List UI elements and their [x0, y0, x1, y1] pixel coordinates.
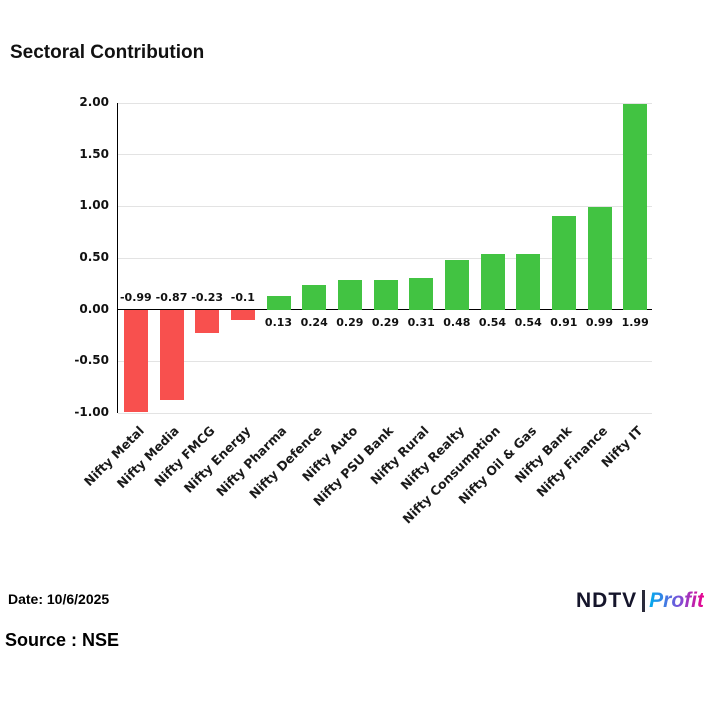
bar [480, 253, 505, 310]
bar-value-label: -0.87 [155, 290, 188, 304]
profit-logo-text: Profit [649, 589, 704, 612]
bar-value-label: 0.31 [407, 315, 435, 329]
bar [195, 309, 220, 334]
bar [266, 296, 291, 310]
plot-area: Nifty Metal Nifty Media Nifty FMCG Nifty En… [80, 102, 652, 527]
y-tick-label: 0.50 [79, 250, 109, 264]
bar [516, 253, 541, 310]
y-axis: 2.00 1.50 1.00 0.50 0.00 -0.50 -1.00 [62, 95, 117, 419]
bar [373, 279, 398, 310]
gridline [118, 257, 652, 259]
y-tick-label: 0.00 [79, 301, 109, 316]
bar [159, 309, 184, 400]
bar-value-label: 0.54 [514, 315, 542, 329]
y-tick-label: 1.00 [79, 198, 109, 213]
zero-line [118, 308, 652, 311]
y-tick-label: -1.00 [74, 405, 109, 419]
bar [444, 260, 469, 310]
x-axis-labels: Nifty Metal Nifty Media Nifty FMCG Nifty En… [80, 415, 653, 527]
y-tick-label: -0.50 [74, 353, 109, 368]
bar-value-label: 0.29 [371, 315, 400, 329]
bar-value-label: 0.24 [300, 315, 328, 329]
ndtv-logo-text: NDTV [576, 589, 638, 612]
bar [337, 279, 362, 310]
gridline [118, 205, 652, 207]
bar-chart: 2.00 1.50 1.00 0.50 0.00 -0.50 -1.00 Nifty Met… [62, 95, 652, 527]
source-label: Source : NSE [5, 630, 120, 650]
bar-value-label: 0.54 [478, 315, 507, 329]
y-tick-label: 1.50 [79, 146, 109, 161]
bar [230, 309, 255, 320]
ndtv-profit-logo: NDTV Profit [576, 589, 704, 613]
bar [551, 215, 576, 310]
bar-value-label: -0.23 [191, 290, 224, 304]
date-label: Date: 10/6/2025 [8, 591, 110, 607]
bar [302, 284, 327, 310]
bar-value-label: 0.48 [443, 315, 471, 329]
chart-title: Sectoral Contribution [10, 42, 205, 63]
bar-value-label: -0.99 [119, 290, 152, 304]
bar [587, 207, 612, 310]
gridline [118, 412, 652, 414]
bar [123, 309, 148, 412]
bar-value-label: 1.99 [621, 315, 649, 329]
bar [409, 277, 434, 310]
bar [623, 104, 648, 310]
bar-value-label: 0.29 [336, 315, 364, 329]
gridline [118, 154, 652, 156]
logo-divider [642, 590, 646, 612]
bar-value-label: 0.91 [550, 315, 578, 329]
gridline [118, 360, 652, 362]
gridline [118, 102, 652, 104]
bar-value-label: -0.1 [230, 290, 255, 304]
bar-value-label: 0.13 [264, 315, 293, 329]
y-tick-label: 2.00 [79, 95, 109, 109]
bar-value-label: 0.99 [585, 315, 614, 329]
